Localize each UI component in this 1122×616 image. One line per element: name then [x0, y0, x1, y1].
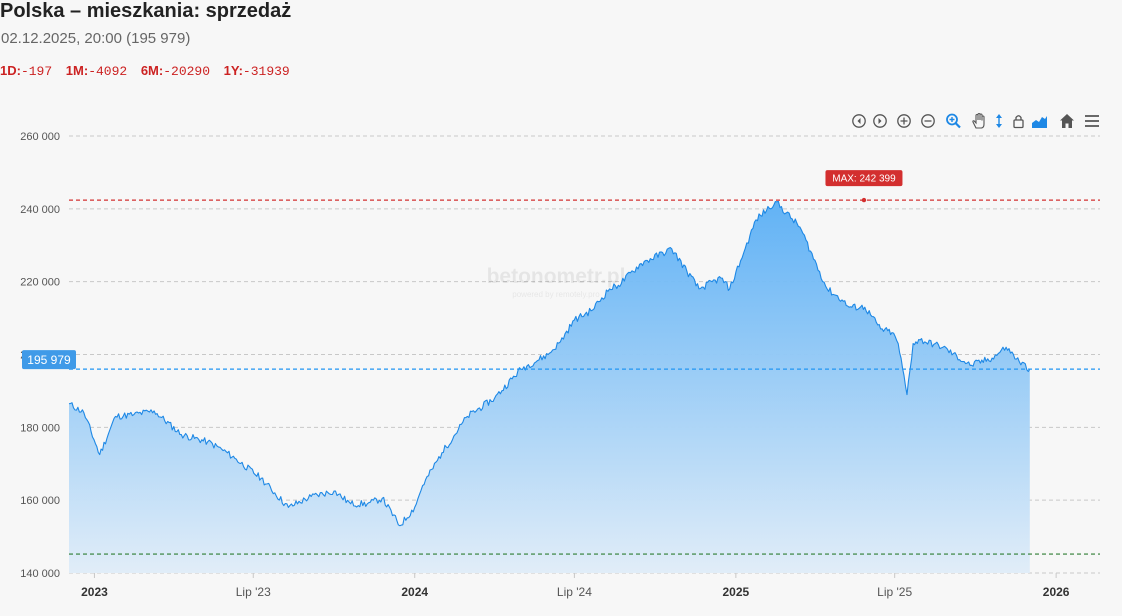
- watermark-main: betonometr.pl: [487, 265, 626, 288]
- lock-icon[interactable]: [1013, 115, 1024, 129]
- max-badge: [825, 170, 903, 187]
- pan-hand-icon[interactable]: [972, 112, 985, 129]
- watermark-sub: powered by remotely.pro: [512, 290, 600, 299]
- pan-left-icon[interactable]: [852, 114, 866, 128]
- reset-y-icon[interactable]: [996, 114, 1002, 128]
- change-label-1m: 1M:: [65, 63, 89, 78]
- x-tick-label: Lip '24: [557, 585, 592, 599]
- watermark: betonometr.pl powered by remotely.pro: [487, 265, 626, 299]
- chart-toolbar: [850, 112, 1102, 130]
- change-label-1d: 1D:: [0, 63, 21, 78]
- x-tick-label: 2024: [401, 585, 428, 599]
- y-tick-label: 140 000: [20, 568, 60, 580]
- y-tick-label: 160 000: [20, 495, 60, 507]
- x-tick-label: 2026: [1043, 585, 1070, 599]
- y-tick-label: 260 000: [20, 131, 60, 143]
- change-label-1y: 1Y:: [223, 63, 243, 78]
- x-tick-label: 2023: [81, 585, 108, 599]
- max-label: MAX: 242 399: [832, 174, 896, 185]
- x-tick-label: 2025: [723, 585, 750, 599]
- page-subtitle: 02.12.2025, 20:00 (195 979): [1, 30, 191, 47]
- change-value-1m: -4092: [88, 64, 128, 79]
- change-label-6m: 6M:: [140, 63, 164, 78]
- y-tick-label: 180 000: [20, 422, 60, 434]
- area-chart-icon[interactable]: [1032, 116, 1047, 128]
- pan-right-icon[interactable]: [873, 114, 887, 128]
- change-value-6m: -20290: [163, 64, 211, 79]
- series-layer: [68, 200, 1031, 573]
- reference-lines: [69, 199, 1100, 555]
- page-title: Polska – mieszkania: sprzedaż: [0, 0, 292, 22]
- max-point: [861, 197, 867, 203]
- x-tick-label: Lip '25: [877, 585, 912, 599]
- x-tick-label: Lip '23: [236, 585, 271, 599]
- y-tick-label: 220 000: [20, 277, 60, 289]
- series-area: [69, 201, 1030, 573]
- menu-icon[interactable]: [1085, 115, 1099, 127]
- current-value-badge: [22, 350, 76, 370]
- selection-zoom-icon[interactable]: [946, 113, 961, 129]
- change-value-1d: -197: [20, 64, 53, 79]
- y-tick-label: 240 000: [20, 204, 60, 216]
- x-axis-labels: 2023 Lip '23 2024 Lip '24 2025 Lip '25 2026: [81, 573, 1070, 599]
- current-value-label: 195 979: [27, 353, 71, 367]
- series-line: [68, 200, 1031, 527]
- zoom-out-icon[interactable]: [921, 114, 935, 128]
- zoom-in-icon[interactable]: [897, 114, 911, 128]
- home-icon[interactable]: [1060, 114, 1074, 128]
- change-summary: 1D:-197 1M:-4092 6M:-20290 1Y:-31939: [0, 63, 300, 79]
- annotations: MAX: 242 399 195 979: [22, 170, 903, 370]
- change-value-1y: -31939: [242, 64, 290, 79]
